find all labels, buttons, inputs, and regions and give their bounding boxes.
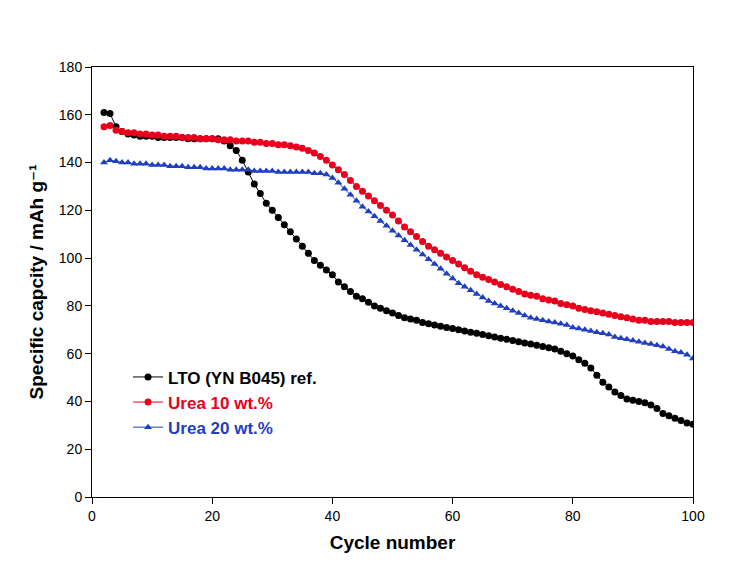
svg-text:20: 20 [67, 441, 83, 457]
svg-text:20: 20 [204, 508, 220, 524]
svg-text:Urea 10 wt.%: Urea 10 wt.% [168, 394, 273, 413]
svg-text:120: 120 [59, 202, 83, 218]
svg-text:140: 140 [59, 154, 83, 170]
svg-text:40: 40 [67, 393, 83, 409]
svg-text:Urea 20 wt.%: Urea 20 wt.% [168, 419, 273, 438]
svg-text:Cycle number: Cycle number [330, 532, 456, 553]
svg-text:180: 180 [59, 59, 83, 75]
svg-text:100: 100 [59, 250, 83, 266]
svg-text:40: 40 [325, 508, 341, 524]
svg-text:80: 80 [565, 508, 581, 524]
svg-text:LTO (YN B045) ref.: LTO (YN B045) ref. [168, 369, 317, 388]
svg-text:0: 0 [74, 489, 82, 505]
svg-text:Specific capcity / mAh g⁻¹: Specific capcity / mAh g⁻¹ [26, 165, 47, 400]
svg-text:80: 80 [67, 298, 83, 314]
svg-text:160: 160 [59, 107, 83, 123]
svg-text:0: 0 [88, 508, 96, 524]
svg-text:60: 60 [445, 508, 461, 524]
svg-text:100: 100 [681, 508, 705, 524]
svg-text:60: 60 [67, 346, 83, 362]
